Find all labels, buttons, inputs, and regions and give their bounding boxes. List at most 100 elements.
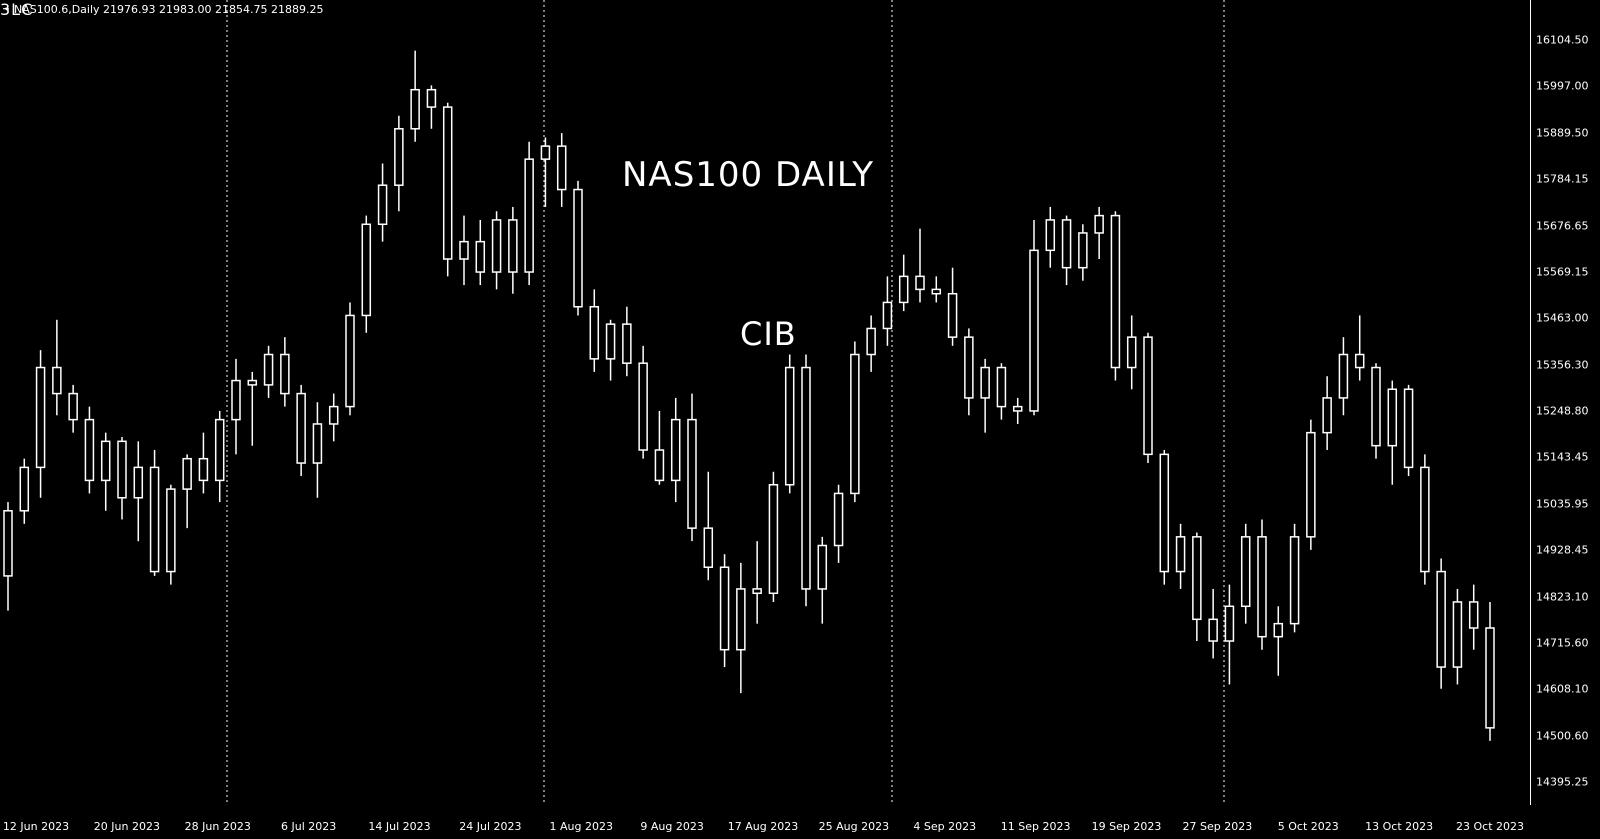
candle[interactable] (84, 406, 95, 494)
candle[interactable] (312, 402, 323, 498)
candle[interactable] (442, 102, 453, 277)
candle[interactable] (459, 215, 469, 286)
candle[interactable] (654, 410, 665, 485)
candle[interactable] (817, 536, 828, 624)
candle[interactable] (35, 350, 46, 498)
candle[interactable] (1240, 523, 1251, 624)
candle[interactable] (752, 541, 762, 624)
candle[interactable] (1110, 211, 1121, 381)
price-chart-plot[interactable] (0, 0, 1530, 805)
candle[interactable] (3, 502, 13, 611)
candle[interactable] (1387, 380, 1398, 485)
candle[interactable] (1094, 206, 1104, 260)
candle[interactable] (1175, 523, 1186, 589)
candle[interactable] (52, 319, 62, 416)
candle-body (52, 366, 62, 395)
candle[interactable] (100, 432, 111, 511)
candle[interactable] (133, 441, 144, 542)
candle[interactable] (703, 471, 714, 581)
candle[interactable] (719, 554, 730, 668)
candle[interactable] (19, 458, 30, 524)
candle-body (1159, 453, 1170, 573)
candle[interactable] (1436, 558, 1446, 689)
candle[interactable] (1126, 315, 1137, 390)
candle[interactable] (540, 137, 551, 207)
candle[interactable] (1371, 363, 1381, 459)
candle[interactable] (394, 115, 404, 212)
candle[interactable] (117, 436, 127, 520)
candle[interactable] (1468, 584, 1479, 650)
candle[interactable] (491, 211, 502, 290)
candle[interactable] (1420, 454, 1430, 585)
time-tick-label: 12 Jun 2023 (2, 820, 70, 833)
candle[interactable] (231, 358, 241, 455)
candle[interactable] (475, 219, 486, 286)
candle[interactable] (1322, 376, 1332, 451)
candle[interactable] (784, 354, 795, 494)
candle[interactable] (524, 141, 534, 286)
candle[interactable] (1452, 588, 1463, 685)
candle[interactable] (1306, 419, 1316, 550)
candle[interactable] (670, 397, 681, 503)
candle[interactable] (1403, 384, 1414, 477)
candle[interactable] (736, 562, 746, 694)
candle[interactable] (947, 267, 958, 346)
candle[interactable] (898, 254, 909, 312)
candle[interactable] (1078, 224, 1088, 281)
candle[interactable] (850, 341, 860, 503)
candle[interactable] (1045, 206, 1056, 268)
candle[interactable] (589, 289, 600, 372)
candle[interactable] (1354, 315, 1365, 381)
candle[interactable] (1208, 588, 1218, 659)
candle[interactable] (1485, 601, 1495, 741)
candle[interactable] (1289, 523, 1300, 633)
candle[interactable] (1029, 219, 1039, 416)
candle[interactable] (1338, 337, 1349, 416)
candle[interactable] (1273, 606, 1284, 676)
candle[interactable] (328, 393, 339, 442)
candle[interactable] (556, 133, 567, 207)
candle[interactable] (508, 206, 518, 294)
candle[interactable] (68, 384, 78, 433)
candle[interactable] (280, 337, 290, 407)
price-tick-label: 14928.45 (1536, 543, 1589, 557)
candle[interactable] (1257, 519, 1267, 650)
candle[interactable] (1143, 332, 1153, 464)
candle[interactable] (214, 410, 225, 503)
candle[interactable] (866, 315, 876, 372)
candle[interactable] (263, 345, 274, 398)
candle[interactable] (980, 358, 990, 433)
candle[interactable] (296, 384, 306, 477)
candle[interactable] (1192, 532, 1202, 642)
candle-body (540, 145, 551, 160)
candle[interactable] (198, 432, 209, 494)
candle[interactable] (964, 328, 974, 416)
candle[interactable] (768, 471, 779, 602)
candle[interactable] (1159, 450, 1170, 585)
candle[interactable] (687, 393, 697, 542)
candle[interactable] (247, 371, 258, 446)
candle[interactable] (166, 484, 176, 585)
candle[interactable] (1061, 215, 1072, 286)
candle[interactable] (622, 306, 632, 377)
candle[interactable] (931, 276, 942, 303)
candle-body (247, 379, 258, 386)
candle[interactable] (426, 85, 437, 129)
candle[interactable] (801, 354, 811, 607)
candle[interactable] (882, 276, 893, 346)
candle[interactable] (345, 302, 355, 416)
candle[interactable] (915, 228, 925, 303)
candle[interactable] (833, 484, 844, 563)
candle[interactable] (1224, 584, 1235, 685)
candle[interactable] (638, 345, 648, 459)
candle[interactable] (149, 450, 160, 576)
candle[interactable] (377, 163, 388, 242)
candle[interactable] (1012, 397, 1023, 424)
candle[interactable] (410, 50, 420, 142)
candle[interactable] (996, 363, 1007, 420)
candle[interactable] (361, 215, 372, 333)
candle[interactable] (573, 180, 583, 316)
candle[interactable] (182, 454, 192, 529)
candle[interactable] (605, 319, 616, 381)
